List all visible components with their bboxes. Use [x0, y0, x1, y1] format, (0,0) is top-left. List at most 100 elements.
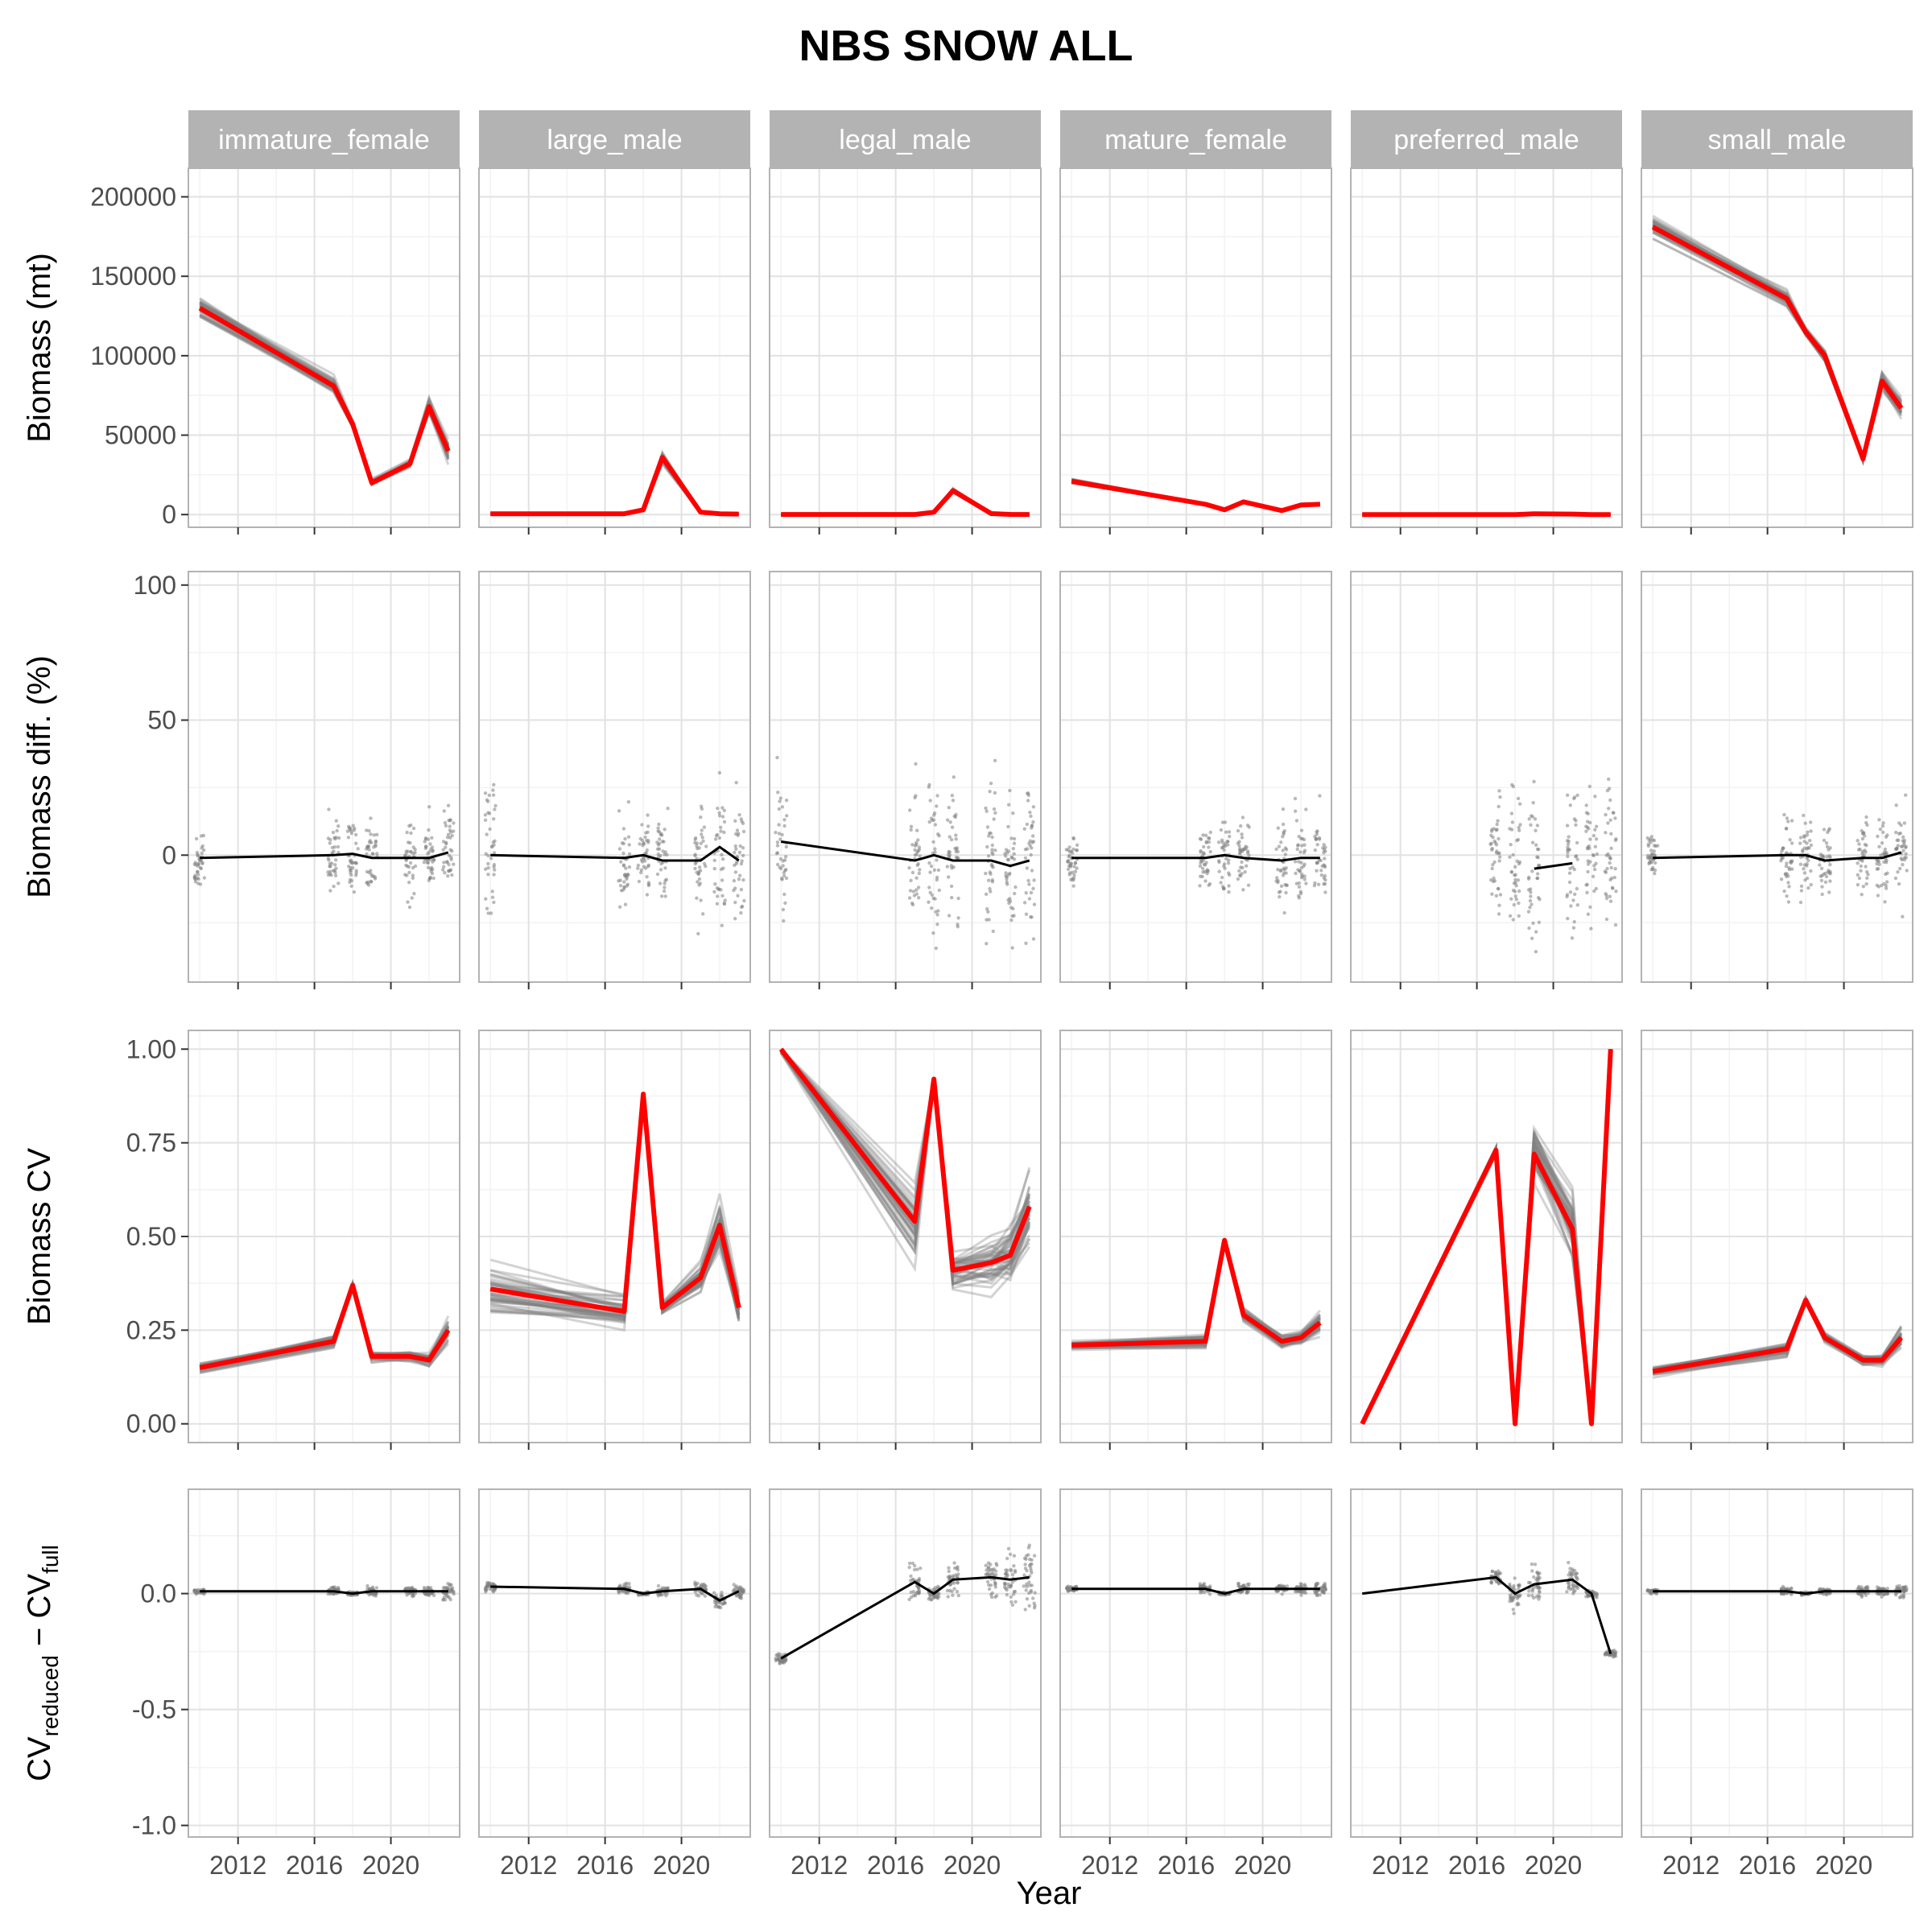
replicate-point — [1784, 864, 1789, 869]
mean-line — [1653, 1590, 1901, 1596]
replicate-point — [929, 864, 934, 869]
replicate-point — [1029, 1590, 1034, 1594]
strip-immature_female — [188, 110, 460, 168]
replicate-point — [1304, 881, 1308, 886]
replicate-point — [1512, 1612, 1516, 1616]
replicate-point — [1651, 865, 1655, 870]
replicate-point — [1004, 1568, 1008, 1572]
replicate-point — [1575, 840, 1579, 845]
replicate-point — [1801, 849, 1805, 854]
replicate-point — [1571, 1583, 1575, 1587]
replicate-point — [1902, 838, 1907, 843]
panel-bg — [479, 572, 750, 982]
replicate-point — [1533, 817, 1538, 821]
replicate-point — [1071, 876, 1076, 880]
replicate-point — [663, 828, 667, 832]
replicate-point — [622, 885, 626, 889]
replicate-point — [739, 1587, 744, 1591]
replicate-point — [1495, 1579, 1499, 1583]
replicate-point — [1199, 848, 1203, 853]
replicate-point — [1567, 880, 1572, 885]
replicate-point — [403, 873, 407, 877]
replicate-point — [722, 830, 726, 835]
replicate-point — [1894, 830, 1898, 835]
replicate-point — [1649, 854, 1653, 858]
replicate-point — [1319, 858, 1323, 863]
replicate-point — [333, 863, 337, 867]
replicate-point — [1508, 1593, 1513, 1598]
replicate-point — [699, 815, 703, 819]
replicate-point — [637, 879, 642, 884]
x-tick-label: 2020 — [653, 1851, 710, 1880]
full-survey-line — [1071, 1237, 1322, 1348]
replicate-point — [1302, 843, 1307, 847]
replicate-point — [1819, 878, 1824, 883]
replicate-point — [1897, 881, 1901, 886]
replicate-point — [372, 833, 376, 837]
replicate-point — [640, 823, 644, 827]
replicate-line — [1652, 220, 1903, 460]
replicate-point — [422, 1586, 427, 1590]
replicate-point — [910, 870, 915, 875]
replicate-point — [1279, 884, 1284, 889]
replicate-point — [663, 1591, 667, 1596]
replicate-point — [719, 829, 723, 833]
replicate-point — [1013, 891, 1017, 896]
replicate-point — [734, 1594, 739, 1598]
replicate-point — [1585, 890, 1589, 895]
replicate-point — [1538, 1590, 1542, 1595]
replicate-point — [1032, 1606, 1037, 1610]
replicate-point — [1856, 861, 1860, 865]
replicate-point — [373, 875, 378, 879]
replicate-point — [369, 816, 373, 820]
replicate-point — [1315, 861, 1319, 865]
replicate-point — [1865, 876, 1869, 881]
replicate-point — [1298, 850, 1302, 854]
replicate-point — [1023, 1563, 1027, 1567]
replicate-point — [1575, 903, 1580, 907]
replicate-point — [426, 861, 430, 865]
x-tick-label: 2012 — [1372, 1851, 1429, 1880]
replicate-point — [1530, 815, 1535, 819]
replicate-point — [1609, 865, 1613, 870]
replicate-point — [1586, 869, 1590, 874]
replicate-point — [774, 1657, 778, 1661]
replicate-point — [733, 900, 737, 905]
replicate-point — [1222, 848, 1226, 852]
replicate-point — [1071, 836, 1075, 840]
replicate-point — [332, 849, 336, 853]
replicate-point — [1009, 1583, 1013, 1587]
replicate-point — [1818, 874, 1823, 878]
replicate-point — [621, 851, 625, 856]
replicate-point — [487, 1581, 491, 1585]
x-tick-label: 2016 — [576, 1851, 634, 1880]
replicate-point — [1798, 841, 1802, 845]
replicate-point — [947, 1569, 952, 1574]
replicate-point — [1586, 912, 1591, 916]
replicate-point — [1885, 1591, 1889, 1596]
replicate-point — [334, 819, 338, 823]
x-tick-label: 2016 — [286, 1851, 343, 1880]
replicate-point — [1302, 877, 1307, 881]
replicate-point — [945, 865, 950, 869]
replicate-point — [1802, 835, 1806, 840]
mean-line — [780, 1575, 1030, 1660]
replicate-point — [722, 808, 726, 812]
replicate-point — [1884, 835, 1889, 840]
replicate-point — [447, 862, 451, 867]
replicate-point — [1531, 801, 1535, 805]
replicate-point — [1572, 795, 1577, 799]
replicate-point — [935, 858, 939, 862]
replicate-point — [739, 1596, 744, 1600]
replicate-point — [776, 1652, 781, 1656]
replicate-point — [1901, 914, 1905, 919]
replicate-point — [408, 861, 413, 865]
replicate-point — [1219, 881, 1223, 885]
replicate-line — [1652, 1299, 1902, 1379]
replicate-point — [1282, 910, 1286, 915]
replicate-point — [655, 840, 659, 844]
replicate-point — [1490, 892, 1494, 896]
replicate-point — [1567, 871, 1572, 875]
replicate-point — [446, 803, 451, 807]
replicate-point — [448, 818, 452, 822]
